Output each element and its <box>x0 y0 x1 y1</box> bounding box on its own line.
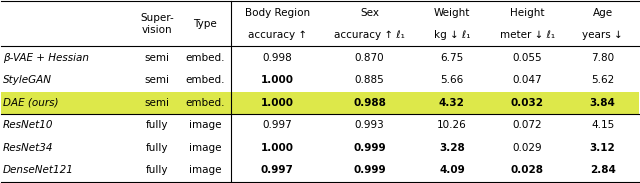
Text: Height: Height <box>510 8 545 18</box>
Text: fully: fully <box>146 143 168 153</box>
Text: 0.997: 0.997 <box>262 120 292 130</box>
Text: 1.000: 1.000 <box>260 143 294 153</box>
Text: β-VAE + Hessian: β-VAE + Hessian <box>3 53 89 63</box>
Text: embed.: embed. <box>186 53 225 63</box>
Text: DenseNet121: DenseNet121 <box>3 165 74 175</box>
Text: 0.999: 0.999 <box>353 143 386 153</box>
Text: ResNet34: ResNet34 <box>3 143 53 153</box>
Text: 0.988: 0.988 <box>353 98 386 108</box>
Text: 1.000: 1.000 <box>260 98 294 108</box>
Text: fully: fully <box>146 120 168 130</box>
Text: accuracy ↑ ℓ₁: accuracy ↑ ℓ₁ <box>334 30 405 40</box>
Text: 3.12: 3.12 <box>590 143 616 153</box>
Text: 4.32: 4.32 <box>439 98 465 108</box>
Text: Body Region: Body Region <box>244 8 310 18</box>
Text: DAE (ours): DAE (ours) <box>3 98 58 108</box>
Text: 0.870: 0.870 <box>355 53 385 63</box>
Text: 0.993: 0.993 <box>355 120 385 130</box>
Text: 10.26: 10.26 <box>437 120 467 130</box>
Text: Sex: Sex <box>360 8 379 18</box>
Text: semi: semi <box>145 53 170 63</box>
Text: 0.029: 0.029 <box>513 143 542 153</box>
Bar <box>1 92 639 114</box>
Text: Super-
vision: Super- vision <box>140 13 174 35</box>
Text: 3.84: 3.84 <box>589 98 616 108</box>
Text: 2.84: 2.84 <box>589 165 616 175</box>
Text: 0.055: 0.055 <box>513 53 542 63</box>
Text: 7.80: 7.80 <box>591 53 614 63</box>
Text: 3.28: 3.28 <box>439 143 465 153</box>
Text: 5.62: 5.62 <box>591 75 614 85</box>
Text: kg ↓ ℓ₁: kg ↓ ℓ₁ <box>434 30 470 40</box>
Text: embed.: embed. <box>186 75 225 85</box>
Text: 4.15: 4.15 <box>591 120 614 130</box>
Text: 1.000: 1.000 <box>260 75 294 85</box>
Text: 0.999: 0.999 <box>353 165 386 175</box>
Text: 0.047: 0.047 <box>513 75 542 85</box>
Text: Type: Type <box>193 19 217 29</box>
Text: years ↓: years ↓ <box>582 30 623 40</box>
Text: image: image <box>189 165 221 175</box>
Text: meter ↓ ℓ₁: meter ↓ ℓ₁ <box>500 30 555 40</box>
Text: image: image <box>189 143 221 153</box>
Text: 4.09: 4.09 <box>439 165 465 175</box>
Text: 0.998: 0.998 <box>262 53 292 63</box>
Text: semi: semi <box>145 75 170 85</box>
Text: accuracy ↑: accuracy ↑ <box>248 30 307 40</box>
Text: Age: Age <box>593 8 612 18</box>
Text: 0.072: 0.072 <box>513 120 542 130</box>
Text: 0.997: 0.997 <box>260 165 294 175</box>
Text: 6.75: 6.75 <box>440 53 463 63</box>
Text: ResNet10: ResNet10 <box>3 120 53 130</box>
Text: embed.: embed. <box>186 98 225 108</box>
Text: StyleGAN: StyleGAN <box>3 75 52 85</box>
Text: 0.032: 0.032 <box>511 98 544 108</box>
Text: 0.028: 0.028 <box>511 165 544 175</box>
Text: semi: semi <box>145 98 170 108</box>
Text: image: image <box>189 120 221 130</box>
Text: 5.66: 5.66 <box>440 75 463 85</box>
Text: Weight: Weight <box>434 8 470 18</box>
Text: fully: fully <box>146 165 168 175</box>
Text: 0.885: 0.885 <box>355 75 385 85</box>
